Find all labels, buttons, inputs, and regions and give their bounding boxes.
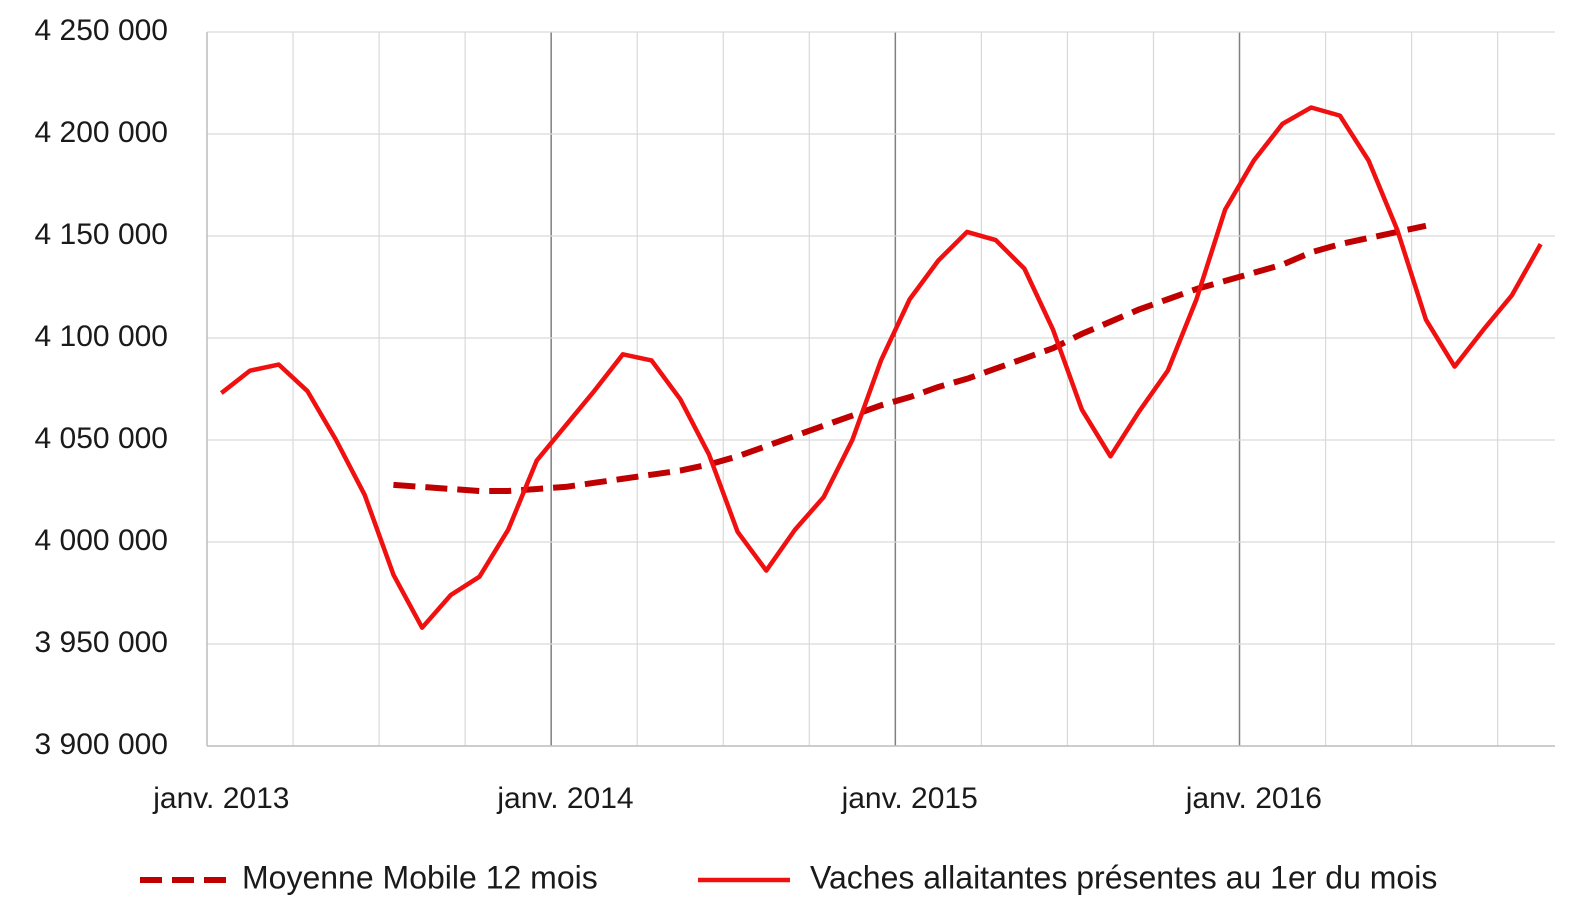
y-tick-label: 4 200 000 — [35, 116, 168, 149]
legend-label: Moyenne Mobile 12 mois — [242, 859, 598, 895]
y-tick-label: 4 250 000 — [35, 14, 168, 47]
legend-label: Vaches allaitantes présentes au 1er du m… — [810, 859, 1437, 895]
series-line — [219, 105, 1543, 630]
y-tick-label: 4 000 000 — [35, 524, 168, 557]
y-tick-label: 3 950 000 — [35, 626, 168, 659]
x-tick-label: janv. 2014 — [496, 782, 633, 815]
y-tick-label: 3 900 000 — [35, 728, 168, 761]
x-tick-label: janv. 2016 — [1185, 782, 1322, 815]
y-tick-label: 4 150 000 — [35, 218, 168, 251]
x-tick-label: janv. 2015 — [841, 782, 978, 815]
series-line — [393, 222, 1427, 494]
y-tick-label: 4 050 000 — [35, 422, 168, 455]
x-tick-label: janv. 2013 — [152, 782, 289, 815]
y-tick-label: 4 100 000 — [35, 320, 168, 353]
